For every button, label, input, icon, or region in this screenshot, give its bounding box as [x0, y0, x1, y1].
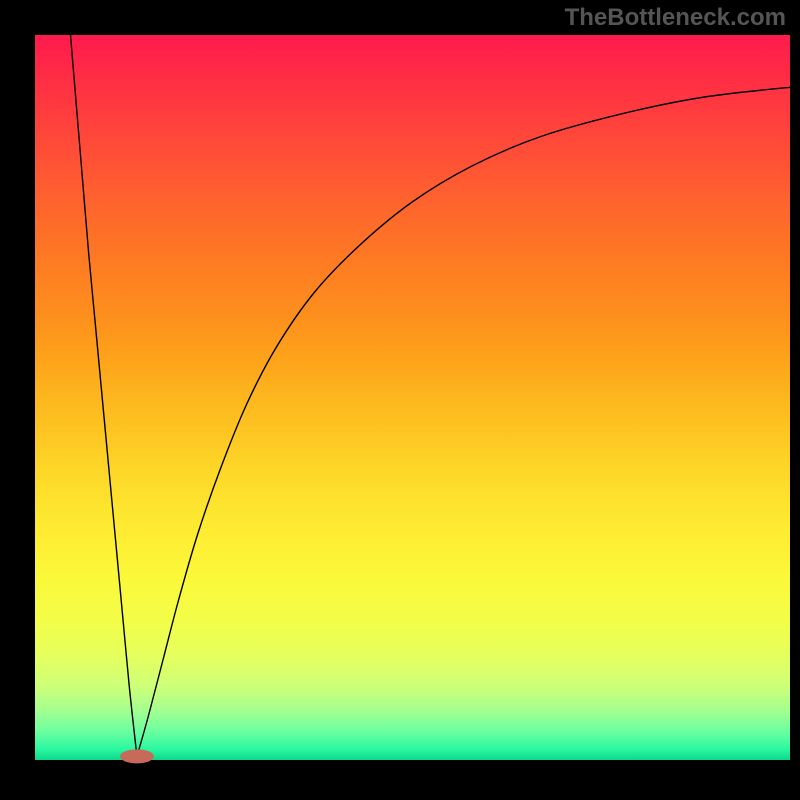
bottleneck-chart — [0, 0, 800, 800]
attribution-label: TheBottleneck.com — [565, 4, 786, 32]
chart-root: TheBottleneck.com — [0, 0, 800, 800]
plot-background — [35, 35, 790, 760]
min-marker — [120, 749, 154, 763]
